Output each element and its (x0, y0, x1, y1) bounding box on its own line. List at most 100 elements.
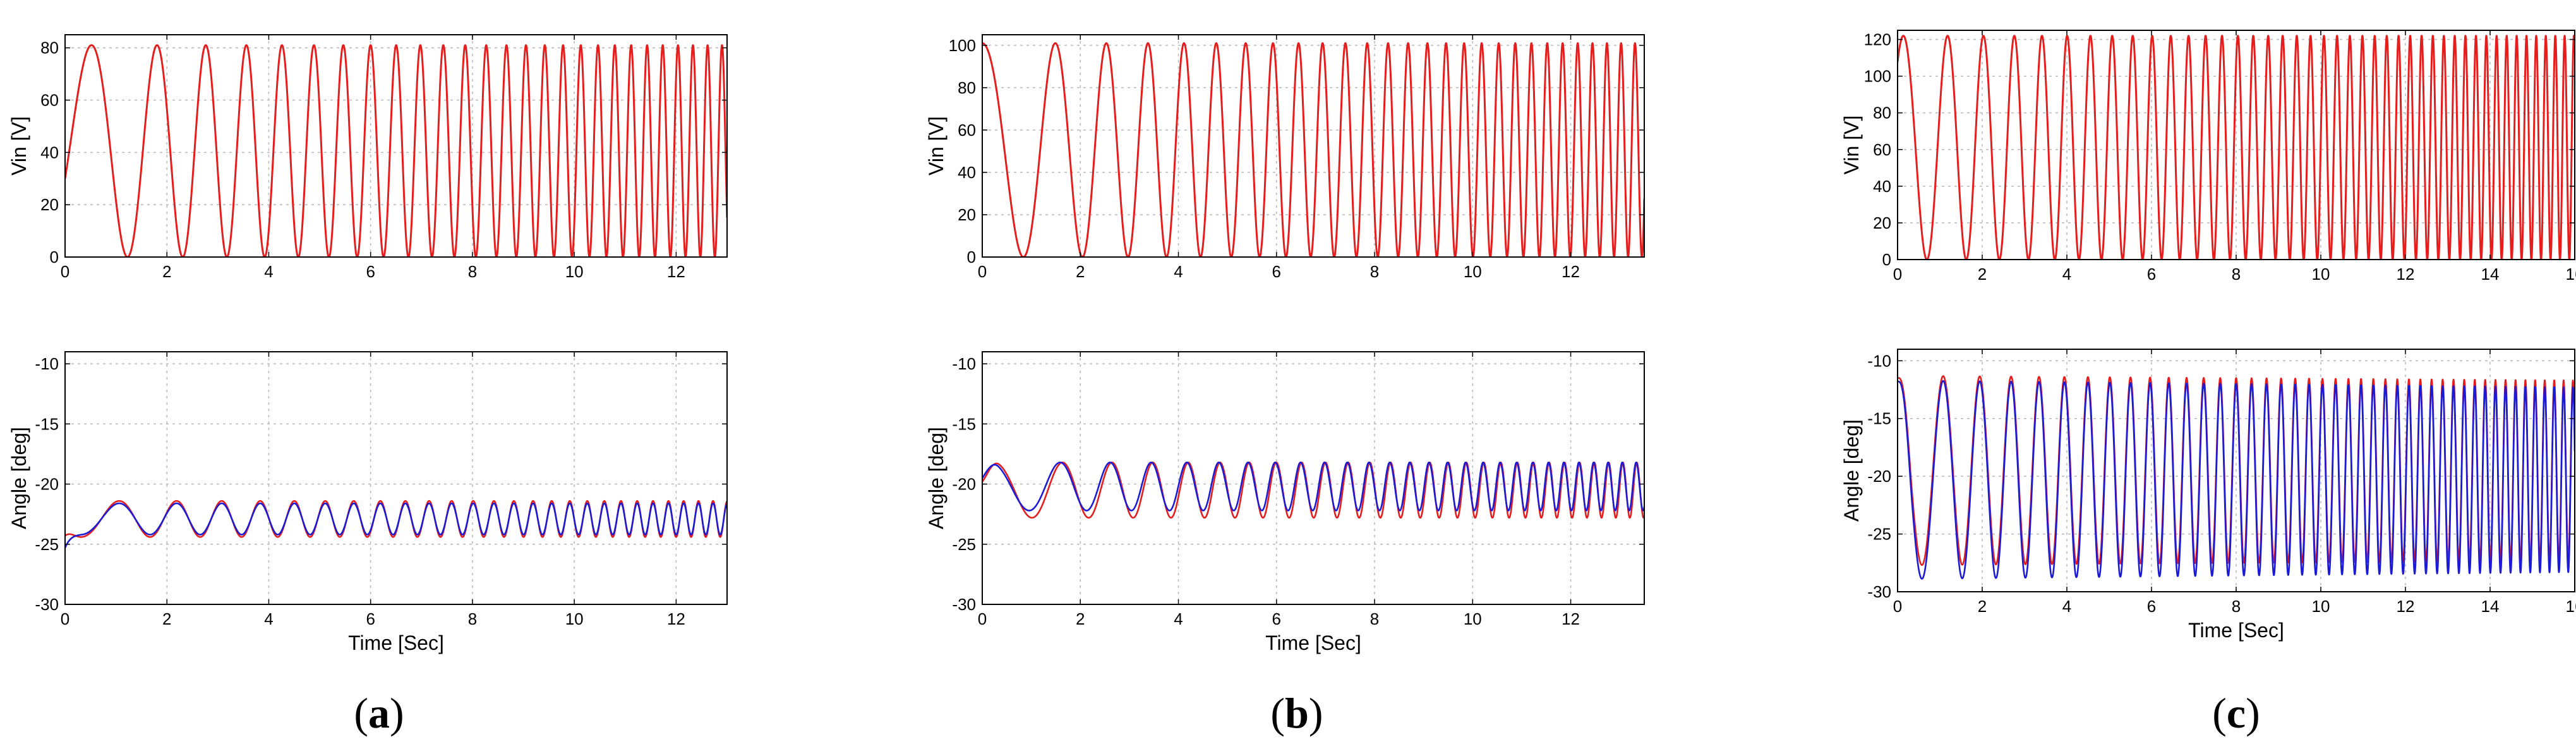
x-tick-label: 4 (1174, 262, 1183, 281)
x-tick-label: 14 (2481, 597, 2500, 616)
chart-b-angle: 0 2 4 6 8 10 12 -30 -25 -20 -15 -10 Angle [deg] Time … (925, 351, 1645, 654)
y-tick-label: 0 (1882, 250, 1891, 269)
x-tick-label: 2 (162, 262, 171, 281)
y-tick-label: 60 (1873, 140, 1891, 159)
y-tick-label: 0 (967, 248, 976, 267)
y-tick-label: -10 (952, 354, 976, 373)
chart-b-input: 0 2 4 6 8 10 12 0 20 40 60 80 100 Vin [V] (925, 34, 1645, 281)
series-line-model (982, 461, 1644, 512)
caption-close-paren: ) (2246, 689, 2260, 737)
x-tick-label: 16 (2566, 265, 2576, 284)
y-tick-label: 100 (1864, 67, 1891, 86)
axes-frame (982, 351, 1645, 605)
caption-close-paren: ) (1309, 689, 1323, 737)
y-tick-label: 60 (958, 121, 976, 140)
x-tick-label: 6 (2147, 597, 2156, 616)
y-tick-label: -10 (1867, 351, 1891, 370)
y-tick-label: -15 (952, 414, 976, 433)
x-tick-label: 14 (2481, 265, 2500, 284)
y-tick-label: 20 (1873, 213, 1891, 232)
x-tick-label: 2 (1076, 609, 1085, 628)
y-tick-label: 20 (958, 205, 976, 224)
x-tick-label: 0 (978, 262, 987, 281)
x-tick-label: 8 (1370, 262, 1379, 281)
x-tick-label: 6 (1272, 262, 1281, 281)
x-tick-label: 0 (61, 609, 69, 628)
x-tick-label: 0 (1893, 597, 1902, 616)
x-tick-label: 8 (1370, 609, 1379, 628)
y-axis-label: Angle [deg] (8, 427, 30, 529)
y-axis-label: Vin [V] (8, 116, 30, 176)
y-tick-label: -25 (952, 535, 976, 554)
x-tick-label: 10 (1464, 262, 1482, 281)
x-tick-label: 4 (1174, 609, 1183, 628)
x-axis-label: Time [Sec] (2188, 619, 2284, 642)
y-tick-label: -15 (1867, 409, 1891, 428)
series-line-measured (1898, 35, 2575, 260)
x-tick-label: 0 (61, 262, 69, 281)
y-tick-label: -20 (952, 475, 976, 494)
x-tick-label: 4 (264, 609, 273, 628)
y-tick-label: -25 (35, 535, 59, 554)
caption-close-paren: ) (390, 689, 404, 737)
series-line-measured (65, 44, 727, 257)
y-tick-label: 80 (958, 78, 976, 97)
x-tick-label: 12 (1562, 262, 1580, 281)
x-tick-label: 10 (565, 262, 584, 281)
y-axis-label: Angle [deg] (925, 427, 948, 529)
x-tick-label: 12 (2397, 265, 2415, 284)
x-tick-label: 6 (366, 262, 375, 281)
x-tick-label: 8 (2232, 265, 2241, 284)
y-tick-label: 80 (40, 39, 59, 57)
y-tick-label: -10 (35, 354, 59, 373)
caption-open-paren: ( (1270, 689, 1285, 737)
caption-open-paren: ( (2212, 689, 2227, 737)
chart-a-angle: 0 2 4 6 8 10 12 -30 -25 -20 -15 -10 Angle [deg] Time … (8, 351, 728, 654)
axes-frame (64, 351, 728, 605)
panel-caption: (c) (2212, 689, 2260, 737)
x-tick-label: 12 (667, 262, 685, 281)
y-tick-label: -30 (952, 595, 976, 614)
x-axis-label: Time [Sec] (1265, 632, 1361, 654)
y-tick-label: 120 (1864, 30, 1891, 49)
x-tick-label: 8 (468, 262, 477, 281)
caption-letter: c (2227, 689, 2246, 737)
caption-open-paren: ( (354, 689, 368, 737)
x-tick-label: 8 (2232, 597, 2241, 616)
chart-c-angle: 0 2 4 6 8 10 12 14 16 -30 -25 -20 -15 -10 Angle [deg] T… (1840, 349, 2576, 642)
x-tick-label: 10 (2312, 265, 2330, 284)
y-tick-label: -20 (35, 475, 59, 494)
y-tick-label: 20 (40, 195, 59, 214)
panel-caption: (b) (1270, 689, 1323, 737)
y-tick-label: 0 (50, 248, 59, 267)
y-axis-label: Angle [deg] (1840, 419, 1863, 522)
y-tick-label: -30 (1867, 582, 1891, 601)
x-tick-label: 2 (1978, 597, 1987, 616)
x-tick-label: 6 (2147, 265, 2156, 284)
y-tick-label: -15 (35, 414, 59, 433)
series-line-model (1898, 380, 2575, 580)
y-tick-label: -25 (1867, 525, 1891, 544)
plot-area (982, 352, 1644, 604)
y-tick-label: 40 (958, 163, 976, 182)
x-tick-label: 6 (366, 609, 375, 628)
x-tick-label: 0 (1893, 265, 1902, 284)
y-tick-label: -20 (1867, 467, 1891, 486)
caption-letter: a (368, 689, 390, 737)
x-tick-label: 4 (2062, 265, 2071, 284)
x-tick-label: 12 (2397, 597, 2415, 616)
y-tick-label: 80 (1873, 104, 1891, 123)
y-tick-label: 100 (949, 36, 976, 55)
panel-caption: (a) (354, 689, 404, 737)
x-tick-label: 10 (2312, 597, 2330, 616)
x-tick-label: 10 (1464, 609, 1482, 628)
chart-a-input: 0 2 4 6 8 10 12 0 20 40 60 80 Vin [V] (8, 34, 728, 281)
series-line-measured (982, 42, 1644, 257)
x-axis-label: Time [Sec] (348, 632, 444, 654)
x-tick-label: 6 (1272, 609, 1281, 628)
x-tick-label: 12 (667, 609, 685, 628)
x-tick-label: 16 (2566, 597, 2576, 616)
y-axis-label: Vin [V] (925, 116, 948, 176)
x-tick-label: 4 (2062, 597, 2071, 616)
